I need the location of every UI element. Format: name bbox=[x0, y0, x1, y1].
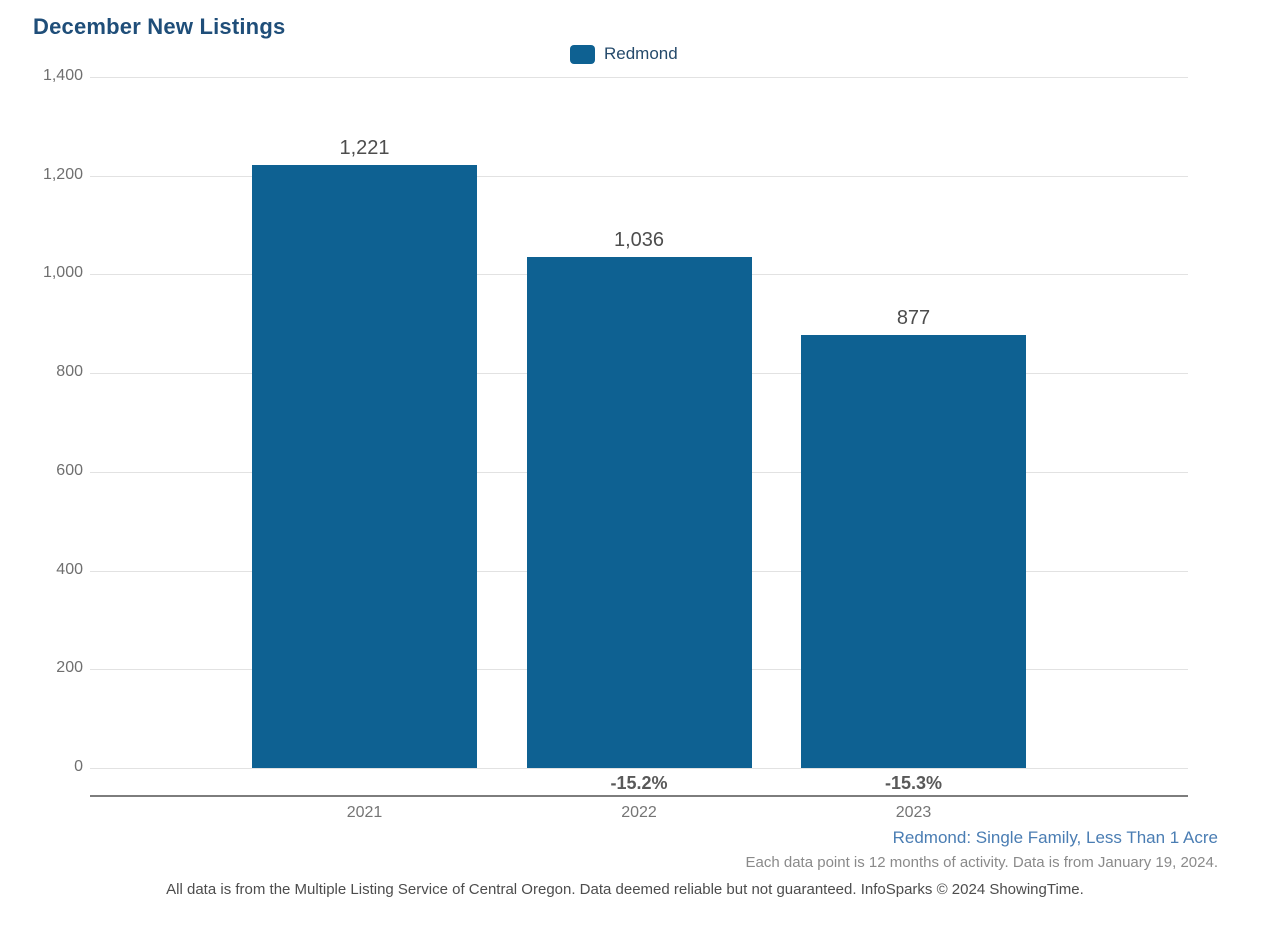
y-axis-tick-label: 0 bbox=[74, 758, 83, 775]
x-axis-line bbox=[90, 795, 1188, 797]
x-axis-tick-label: 2021 bbox=[346, 804, 383, 821]
y-axis-tick-label: 1,000 bbox=[42, 264, 83, 282]
bar-2023 bbox=[801, 335, 1026, 768]
bar-value-label: 1,221 bbox=[339, 137, 390, 160]
legend-swatch-icon bbox=[570, 44, 595, 64]
footnote-disclaimer: All data is from the Multiple Listing Se… bbox=[166, 881, 1084, 898]
bar-value-label: 877 bbox=[896, 307, 931, 330]
y-axis-tick-label: 200 bbox=[56, 659, 83, 677]
legend[interactable]: Redmond bbox=[570, 44, 678, 64]
footnote-data-note: Each data point is 12 months of activity… bbox=[745, 854, 1218, 871]
gridline bbox=[90, 175, 1188, 177]
x-axis-tick-label: 2023 bbox=[895, 804, 932, 821]
y-axis-tick-label: 1,400 bbox=[42, 67, 83, 84]
gridline bbox=[90, 768, 1188, 769]
gridline bbox=[90, 77, 1188, 78]
bar-2022 bbox=[526, 256, 752, 768]
y-axis-tick-label: 400 bbox=[56, 560, 83, 578]
bar-2021 bbox=[252, 165, 477, 768]
bar-value-label: 1,036 bbox=[613, 228, 665, 251]
pct-change-label: -15.3% bbox=[884, 773, 943, 793]
y-axis-tick-label: 800 bbox=[56, 363, 83, 381]
chart-title: December New Listings bbox=[33, 14, 286, 39]
y-axis-tick-label: 1,200 bbox=[42, 165, 83, 183]
footnote-segment: Redmond: Single Family, Less Than 1 Acre bbox=[892, 828, 1218, 847]
x-axis-tick-label: 2022 bbox=[621, 804, 657, 821]
y-axis-tick-label: 600 bbox=[56, 461, 83, 479]
pct-change-label: -15.2% bbox=[610, 773, 668, 793]
legend-item-redmond: Redmond bbox=[604, 44, 678, 63]
